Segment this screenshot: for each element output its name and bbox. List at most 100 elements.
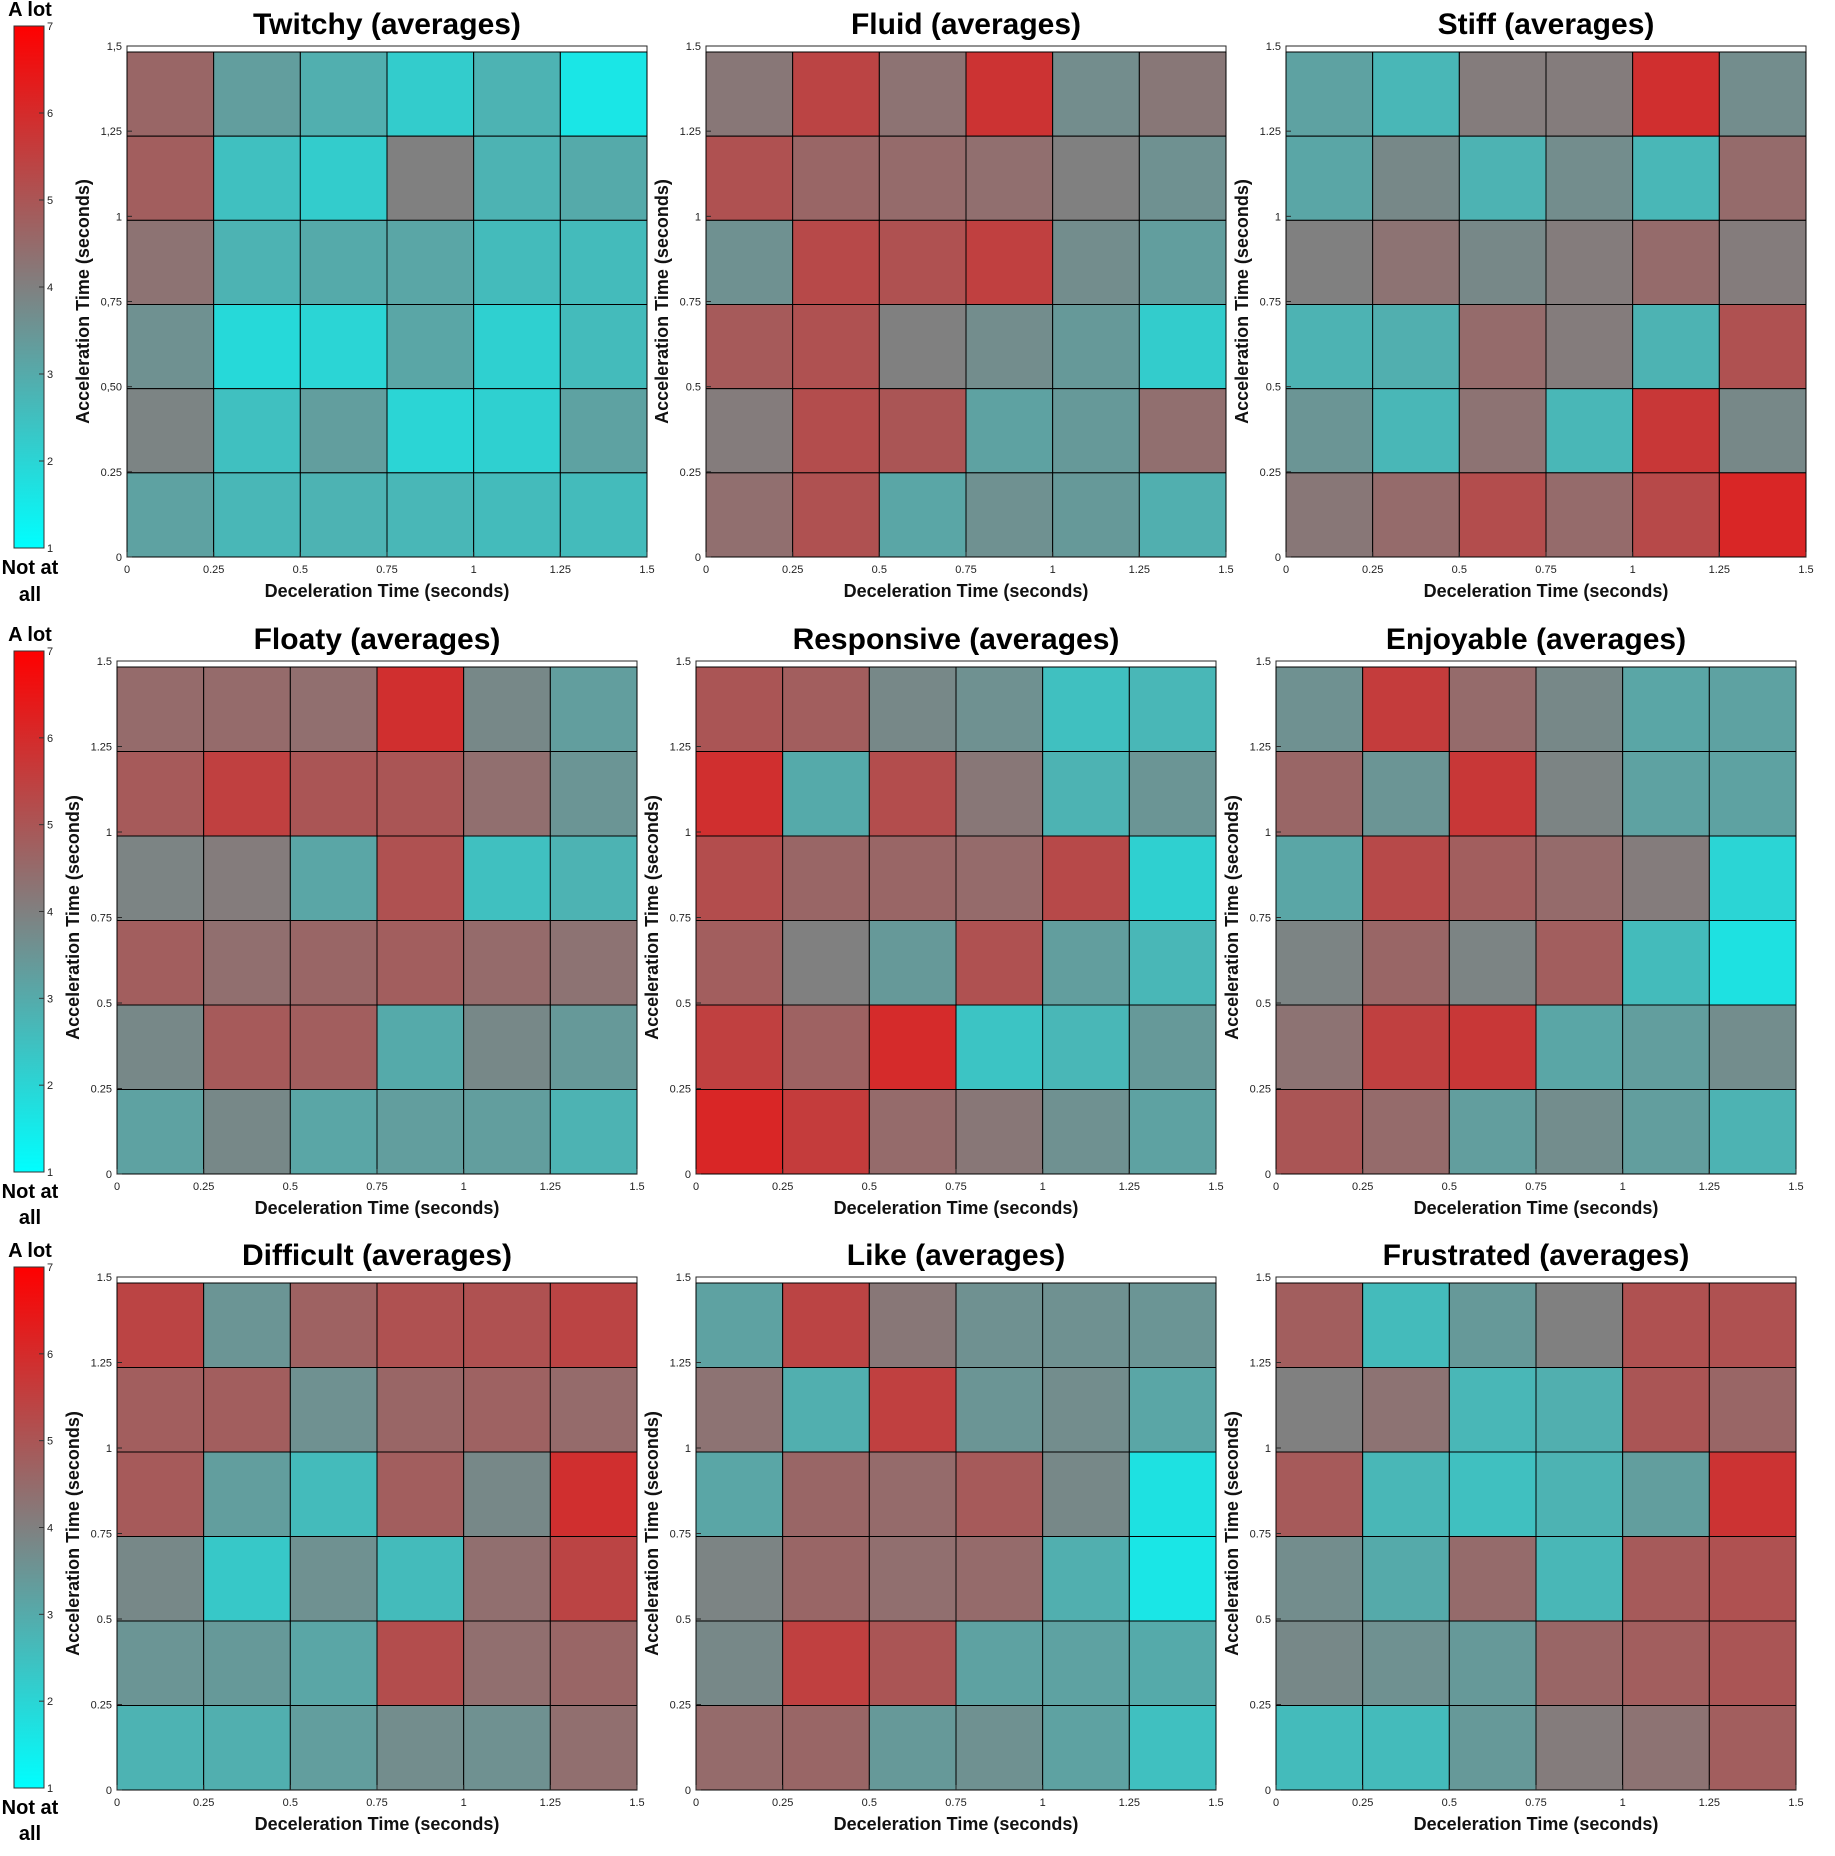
heatmap-cell [376, 666, 465, 752]
heatmap-cell [1128, 1004, 1217, 1090]
y-tick-label: 0 [685, 1785, 691, 1797]
heatmap-cell [386, 219, 475, 305]
colorbar: 1 2 3 4 5 6 7A lot Not at all [2, 0, 59, 606]
heatmap-cell [559, 388, 648, 474]
y-tick-label: 0.25 [670, 1700, 691, 1712]
heatmap-cell [1708, 1004, 1797, 1090]
heatmap-cell [463, 751, 551, 837]
heatmap-cell [878, 219, 967, 305]
x-tick-label: 1 [1050, 564, 1056, 576]
heatmap-cell [473, 388, 561, 474]
x-tick-label: 1.5 [639, 564, 654, 576]
heatmap-cell [1285, 51, 1374, 137]
x-tick-label: 1.5 [629, 1797, 644, 1809]
heatmap-cell [955, 751, 1044, 837]
heatmap-cell [549, 1620, 638, 1706]
x-tick-label: 1.5 [1208, 1181, 1223, 1193]
y-tick-label: 1 [685, 1443, 691, 1455]
heatmap-cell [1275, 1536, 1364, 1622]
chart-title: Frustrated (averages) [1383, 1239, 1690, 1272]
heatmap-cell [782, 1620, 870, 1706]
heatmap-cell [1632, 388, 1720, 474]
heatmap-cell [559, 304, 648, 390]
x-tick-label: 1.25 [1699, 1181, 1720, 1193]
heatmap-cell [463, 1705, 551, 1791]
x-tick-label: 1.25 [540, 1797, 561, 1809]
heatmap-cell [782, 1536, 870, 1622]
heatmap-cell [1622, 1620, 1710, 1706]
heatmap-cell [1535, 751, 1624, 837]
heatmap-cell [1632, 219, 1720, 305]
x-tick-label: 0 [693, 1181, 699, 1193]
heatmap-cell [1362, 1705, 1450, 1791]
x-tick-label: 0.5 [283, 1797, 298, 1809]
y-tick-label: 1.5 [676, 656, 691, 668]
y-tick-label: 1.25 [670, 742, 691, 754]
heatmap-cell [1708, 835, 1797, 921]
heatmap-cell [792, 388, 880, 474]
x-tick-label: 0.25 [1352, 1181, 1373, 1193]
heatmap-cell [299, 135, 388, 221]
heatmap-cell [1128, 1536, 1217, 1622]
colorbar-tick-label: 7 [47, 21, 53, 33]
y-tick-label: 0.25 [91, 1700, 112, 1712]
y-tick-label: 0.25 [1250, 1084, 1271, 1096]
heatmap-cell [695, 1451, 784, 1537]
heatmap-cell [386, 388, 475, 474]
heatmap-cell [1285, 388, 1374, 474]
x-tick-label: 1.25 [1709, 564, 1730, 576]
heatmap-cell [1042, 1282, 1130, 1368]
y-tick-label: 0.5 [1266, 382, 1281, 394]
heatmap-cell [1708, 920, 1797, 1006]
heatmap-cell [299, 51, 388, 137]
y-tick-label: 1.5 [686, 41, 701, 53]
heatmap-cell [868, 751, 957, 837]
heatmap-cell [1708, 751, 1797, 837]
heatmap-cell [955, 1004, 1044, 1090]
x-tick-label: 0.5 [862, 1181, 877, 1193]
heatmap-cell [1362, 1536, 1450, 1622]
y-tick-label: 0.5 [676, 1614, 691, 1626]
y-tick-label: 1.25 [680, 126, 701, 138]
heatmap-cell [1128, 920, 1217, 1006]
y-axis-label: Acceleration Time (seconds) [63, 1411, 83, 1656]
heatmap-cell [213, 388, 301, 474]
colorbar-tick-label: 3 [47, 369, 53, 381]
heatmap-cell [1128, 1367, 1217, 1453]
heatmap-cell [1535, 1620, 1624, 1706]
y-axis-label: Acceleration Time (seconds) [73, 179, 93, 424]
x-tick-label: 0 [114, 1181, 120, 1193]
heatmap-cell [1718, 135, 1807, 221]
heatmap-cell [1545, 304, 1634, 390]
heatmap-cell [1128, 1451, 1217, 1537]
heatmap-cell [203, 1536, 291, 1622]
heatmap-cell [1042, 1089, 1130, 1175]
heatmap-cell [1138, 219, 1227, 305]
heatmap-cell [955, 1705, 1044, 1791]
heatmap-cell [376, 751, 465, 837]
heatmap-cell [868, 666, 957, 752]
heatmap-cell [1275, 835, 1364, 921]
heatmap-cell [782, 1004, 870, 1090]
heatmap-cell [1458, 304, 1547, 390]
y-tick-label: 0.25 [91, 1084, 112, 1096]
heatmap-cell [203, 666, 291, 752]
x-tick-label: 0.5 [293, 564, 308, 576]
heatmap-cell [203, 835, 291, 921]
heatmap-cell [473, 135, 561, 221]
x-tick-label: 0 [1273, 1181, 1279, 1193]
y-tick-label: 0.75 [670, 1529, 691, 1541]
heatmap-cell [705, 135, 794, 221]
heatmap-cell [376, 1451, 465, 1537]
heatmap-cell [1275, 1451, 1364, 1537]
heatmap-cell [1535, 1536, 1624, 1622]
x-axis-label: Deceleration Time (seconds) [255, 1814, 500, 1834]
heatmap-panel: Difficult (averages) 0 0.25 0.5 0.75 1 1.25 1.5… [63, 1239, 645, 1834]
x-tick-label: 0.5 [862, 1797, 877, 1809]
heatmap-cell [965, 135, 1054, 221]
heatmap-cell [116, 1536, 205, 1622]
heatmap-cell [1275, 1089, 1364, 1175]
heatmap-cell [1535, 1089, 1624, 1175]
y-tick-label: 1 [695, 211, 701, 223]
heatmap-cell [1622, 666, 1710, 752]
